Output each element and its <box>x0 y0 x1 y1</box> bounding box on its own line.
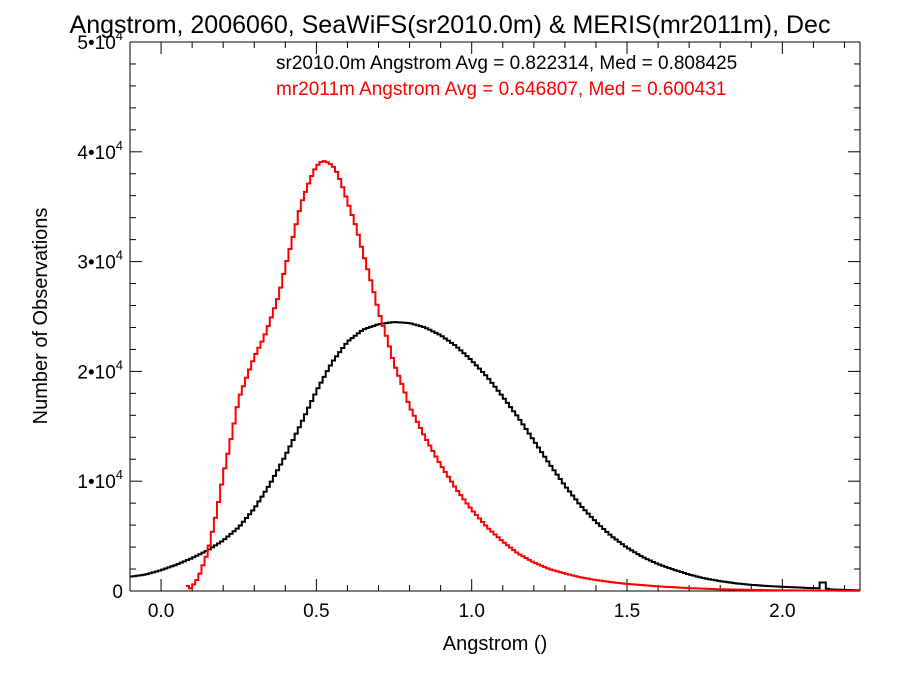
series-line-mr2011m <box>185 160 860 592</box>
y-tick-label: 4•104 <box>77 138 123 164</box>
series-line-sr2010.0m <box>130 321 860 592</box>
x-tick-label: 0.0 <box>148 601 174 622</box>
y-tick-label: 1•104 <box>77 467 123 493</box>
y-tick-label: 0 <box>112 582 123 603</box>
x-tick-label: 1.5 <box>614 601 640 622</box>
x-tick-label: 1.0 <box>458 601 484 622</box>
series-layer <box>130 160 860 592</box>
y-tick-label: 5•104 <box>77 28 123 54</box>
legend-entry-mr2011: mr2011m Angstrom Avg = 0.646807, Med = 0… <box>276 79 726 100</box>
chart-title: Angstrom, 2006060, SeaWiFS(sr2010.0m) & … <box>70 11 831 39</box>
y-axis-label: Number of Observations <box>30 208 52 425</box>
legend-entry-sr2010: sr2010.0m Angstrom Avg = 0.822314, Med =… <box>276 53 737 74</box>
x-tick-label: 0.5 <box>303 601 329 622</box>
x-axis-label: Angstrom () <box>443 633 547 655</box>
axis-ticks <box>129 41 860 592</box>
x-tick-label: 2.0 <box>769 601 795 622</box>
y-tick-label: 3•104 <box>77 248 123 274</box>
plot-frame <box>129 41 861 592</box>
axis-tick-labels: 0.0 0.5 1.0 1.5 2.0 0 1•104 2•104 3•104 4•104 5•10… <box>77 28 795 622</box>
y-tick-label: 2•104 <box>77 357 123 383</box>
